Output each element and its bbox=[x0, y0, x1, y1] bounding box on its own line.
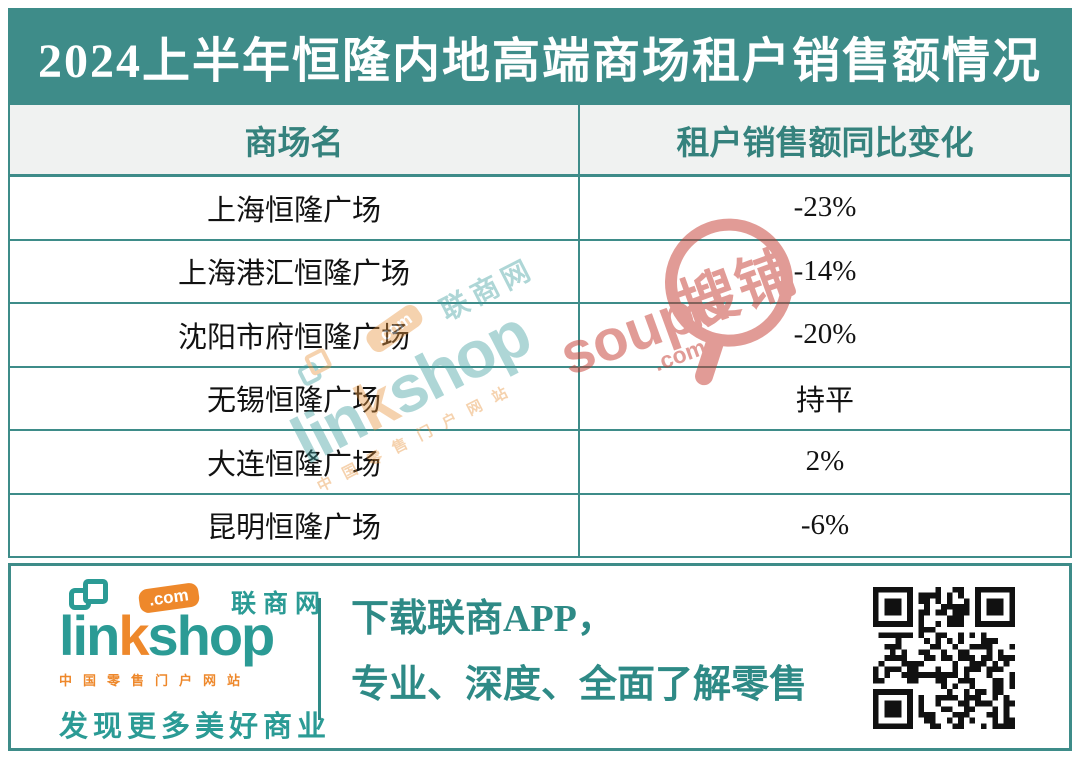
chain-link-icon bbox=[69, 579, 108, 610]
table-row: 上海港汇恒隆广场 -14% bbox=[10, 240, 1070, 304]
mall-name: 上海恒隆广场 bbox=[10, 177, 580, 239]
mall-name: 大连恒隆广场 bbox=[10, 431, 580, 493]
linkshop-logo: .com 联商网 linkshop 中国零售门户网站 发现更多美好商业 bbox=[59, 579, 332, 745]
logo-subtitle: 中国零售门户网站 bbox=[59, 673, 252, 688]
mall-name: 无锡恒隆广场 bbox=[10, 367, 580, 429]
brand-shop: shop bbox=[147, 604, 275, 667]
linkshop-logo-top: .com 联商网 linkshop bbox=[59, 579, 320, 664]
sales-table: 商场名 租户销售额同比变化 上海恒隆广场 -23% 上海港汇恒隆广场 -14% … bbox=[8, 103, 1072, 558]
logo-site-name: 联商网 bbox=[231, 591, 328, 618]
table-header-row: 商场名 租户销售额同比变化 bbox=[10, 105, 1070, 177]
table-row: 无锡恒隆广场 持平 bbox=[10, 367, 1070, 431]
change-value: -14% bbox=[793, 254, 857, 287]
change-value: -23% bbox=[793, 191, 857, 224]
column-header-change: 租户销售额同比变化 bbox=[676, 125, 974, 162]
logo-slogan: 发现更多美好商业 bbox=[59, 711, 332, 743]
qr-code-svg bbox=[873, 587, 1015, 729]
change-value: 2% bbox=[805, 445, 845, 478]
promo-line-1: 下载联商APP， bbox=[351, 598, 615, 640]
table-row: 沈阳市府恒隆广场 -20% bbox=[10, 304, 1070, 368]
mall-name: 沈阳市府恒隆广场 bbox=[10, 304, 580, 366]
table-row: 大连恒隆广场 2% bbox=[10, 431, 1070, 495]
title-bar: 2024上半年恒隆内地高端商场租户销售额情况 bbox=[8, 8, 1072, 103]
table-row: 昆明恒隆广场 -6% bbox=[10, 494, 1070, 556]
table-row: 上海恒隆广场 -23% bbox=[10, 177, 1070, 241]
footer-banner: .com 联商网 linkshop 中国零售门户网站 发现更多美好商业 下载联商… bbox=[8, 563, 1072, 751]
change-value: 持平 bbox=[795, 385, 854, 418]
footer-divider bbox=[318, 598, 321, 720]
page-title: 2024上半年恒隆内地高端商场租户销售额情况 bbox=[37, 34, 1042, 88]
brand-k: k bbox=[118, 604, 149, 667]
mall-name: 上海港汇恒隆广场 bbox=[10, 240, 580, 302]
change-value: -6% bbox=[800, 508, 850, 541]
promo-text: 下载联商APP， 专业、深度、全面了解零售 bbox=[351, 586, 807, 718]
change-value: -20% bbox=[793, 318, 857, 351]
brand-lin: lin bbox=[59, 604, 120, 667]
qr-code bbox=[873, 587, 1015, 729]
mall-name: 昆明恒隆广场 bbox=[10, 494, 580, 556]
logo-brand-text: linkshop bbox=[59, 608, 275, 664]
promo-line-2: 专业、深度、全面了解零售 bbox=[351, 664, 808, 706]
column-header-mall: 商场名 bbox=[10, 105, 580, 174]
